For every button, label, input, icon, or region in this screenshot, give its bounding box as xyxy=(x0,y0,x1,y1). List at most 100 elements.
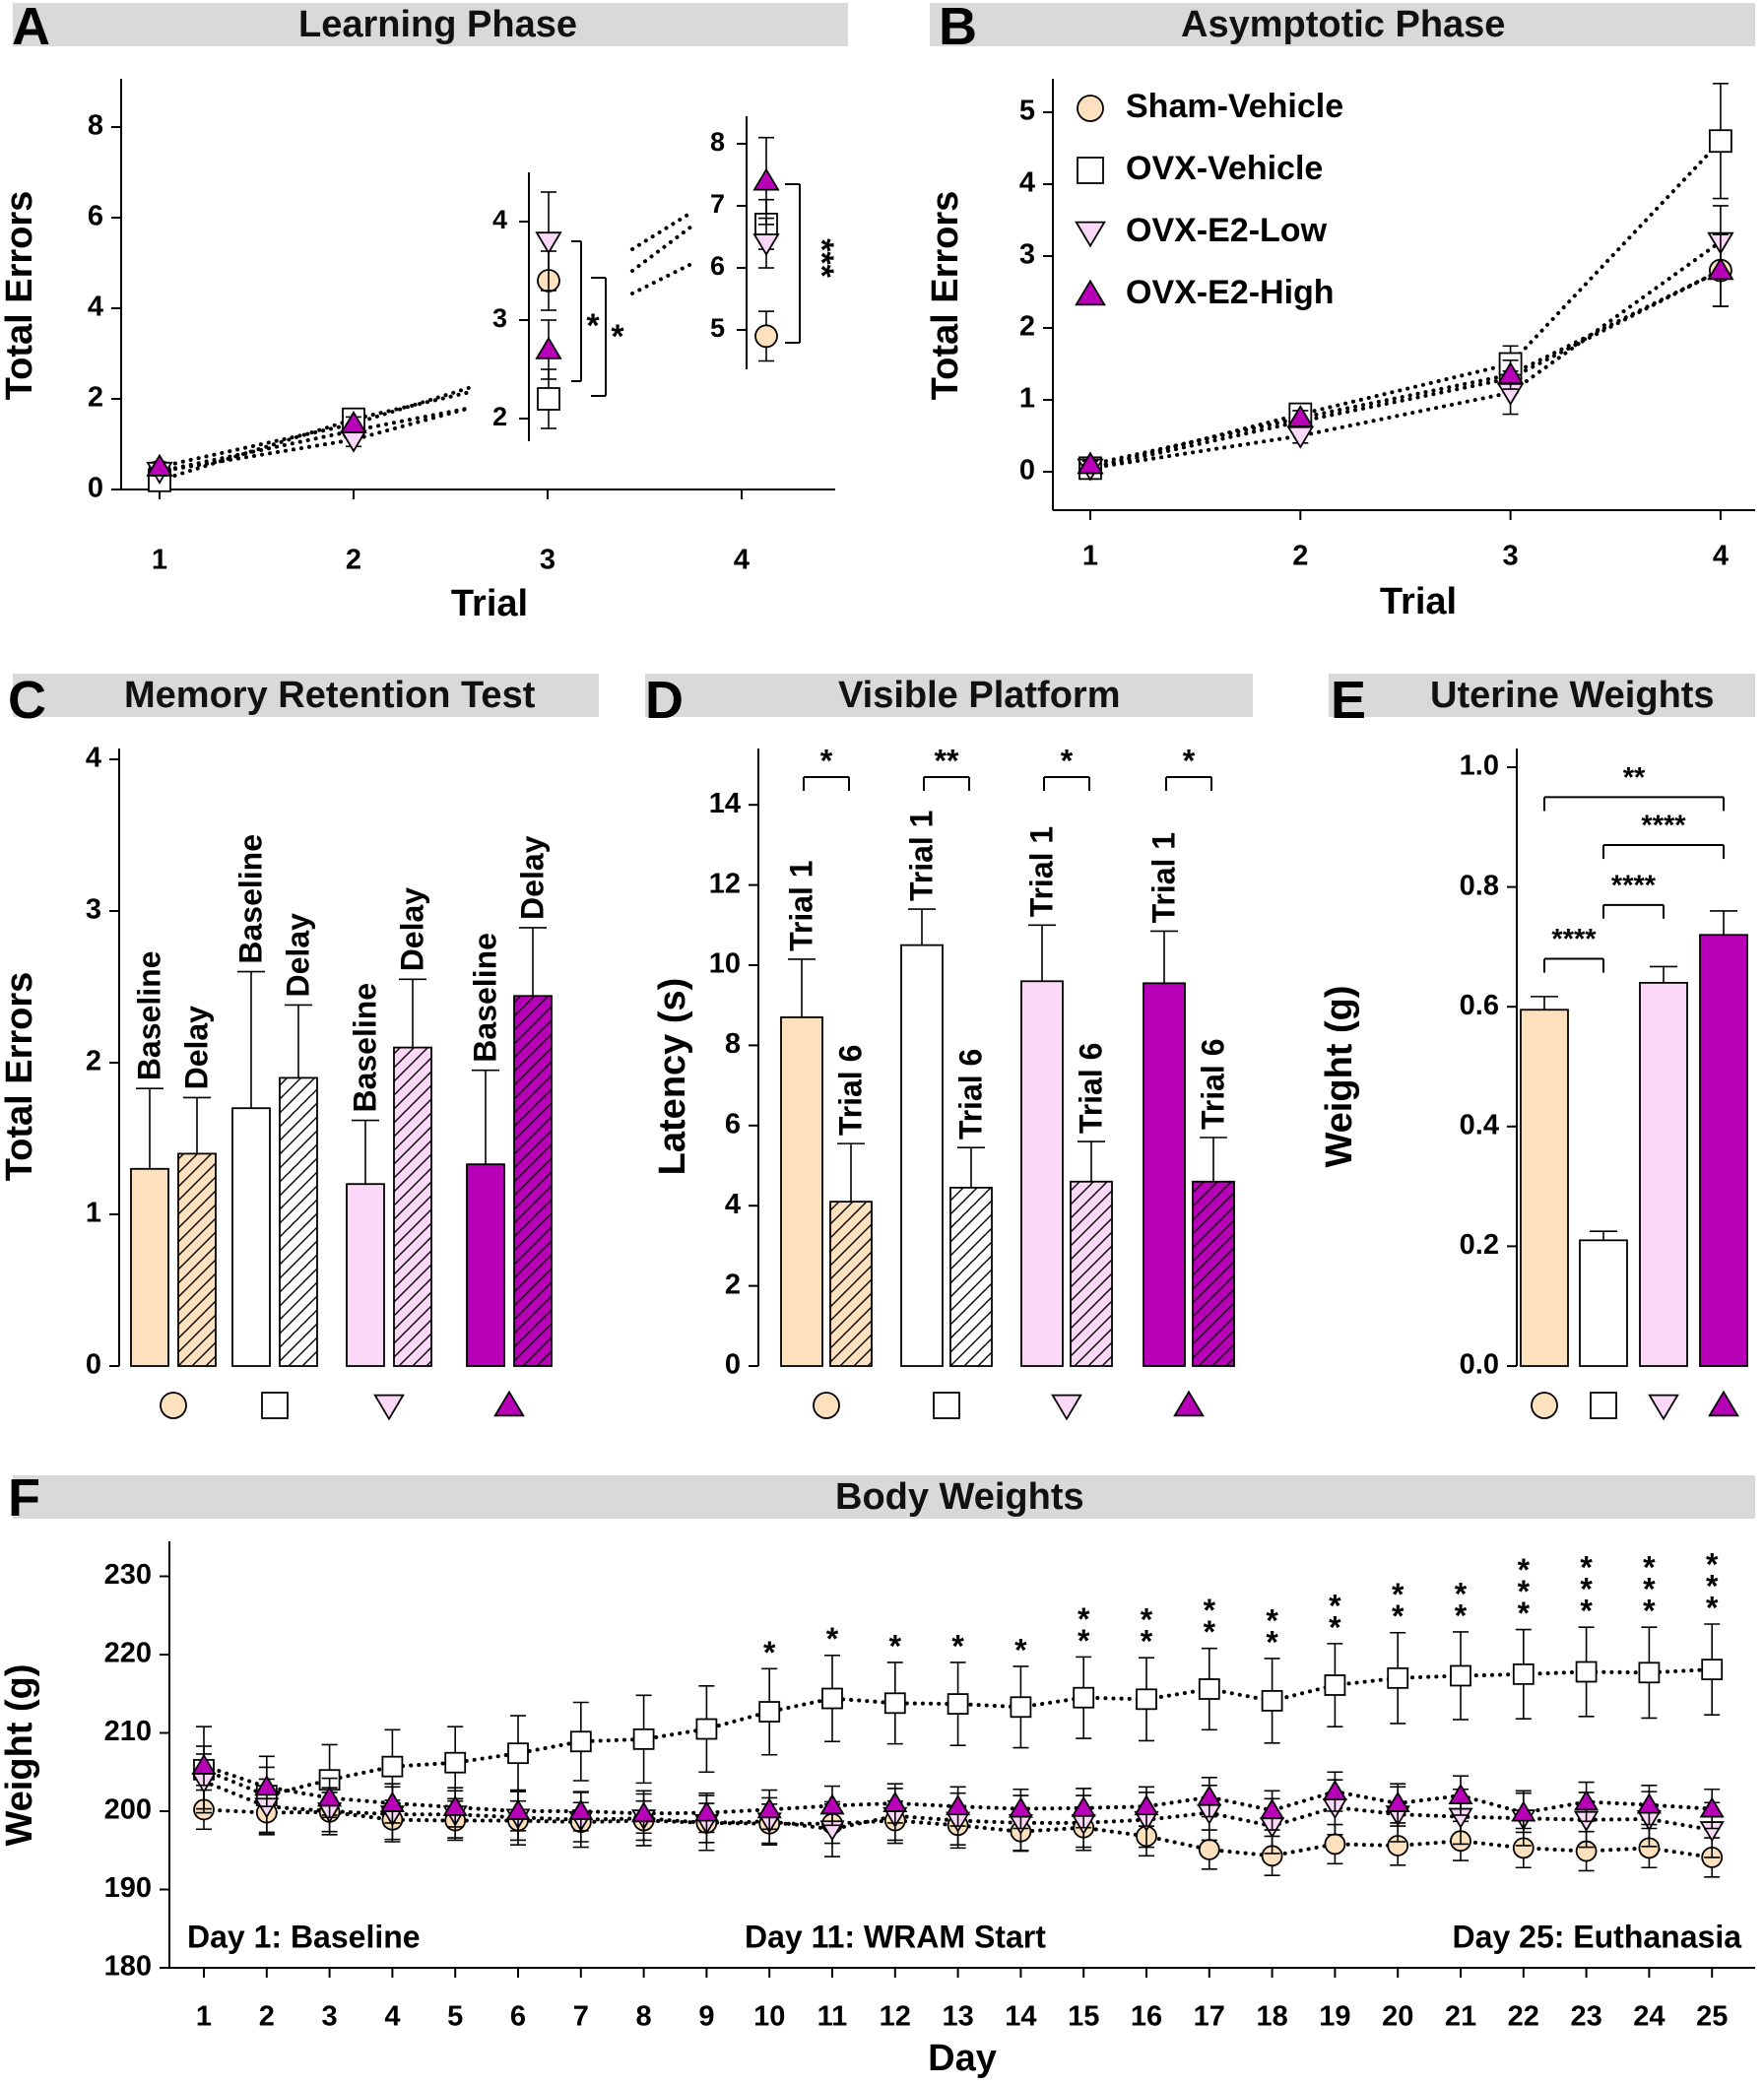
panel-a-letter: A xyxy=(12,0,50,56)
panel-f-point xyxy=(1198,1678,1220,1700)
panel-b-y-title: Total Errors xyxy=(925,191,966,401)
panel-d-bar xyxy=(1070,1180,1113,1367)
panel-f-annotation-wram: Day 11: WRAM Start xyxy=(745,1919,1046,1954)
panel-d-letter: D xyxy=(645,671,684,730)
panel-f-point xyxy=(507,1742,529,1765)
panel-f-sig-star: * xyxy=(889,1628,902,1663)
panel-d-bar xyxy=(900,944,944,1367)
panel-f-sig-star: * xyxy=(1141,1602,1153,1638)
panel-f-sig-star: * xyxy=(1518,1574,1531,1609)
panel-f-x-tick-label: 23 xyxy=(1570,2001,1601,2033)
panel-a-header: Learning Phase xyxy=(13,3,848,46)
panel-f-point xyxy=(1574,1790,1600,1811)
panel-d-bar xyxy=(780,1016,823,1367)
panel-d-bar-label: Trial 6 xyxy=(1195,1039,1230,1131)
panel-b-y-axis-tick-label: 1 xyxy=(1019,383,1035,415)
panel-a-x-tick-label: 4 xyxy=(734,545,750,576)
panel-a-series-line xyxy=(158,406,473,474)
panel-f-point xyxy=(882,1791,908,1812)
panel-a-y-axis-tick-label: 6 xyxy=(88,201,103,232)
panel-f-x-tick-label: 17 xyxy=(1194,2001,1225,2033)
panel-f-point xyxy=(1198,1839,1220,1860)
panel-f-point xyxy=(821,1687,843,1710)
panel-f-title: Body Weights xyxy=(835,1476,1084,1518)
panel-b-y-axis-tick-label: 4 xyxy=(1019,167,1035,199)
panel-f-point xyxy=(381,1755,404,1778)
panel-f-sig-star: * xyxy=(1266,1624,1278,1660)
panel-d-y-axis-tick-label: 12 xyxy=(709,868,741,899)
panel-d-y-axis-tick-label: 8 xyxy=(725,1028,741,1060)
panel-c-bar xyxy=(279,1076,318,1367)
panel-f-sig-star: * xyxy=(1204,1614,1216,1650)
panel-c-group-marker xyxy=(160,1392,187,1419)
panel-a-inset3-point xyxy=(535,231,562,255)
panel-b-y-axis-tick-label: 3 xyxy=(1019,239,1035,271)
panel-f-point xyxy=(1575,1661,1598,1683)
panel-e-group-marker xyxy=(1648,1394,1679,1421)
panel-f-sig-star: * xyxy=(1329,1609,1341,1645)
panel-c-bar xyxy=(346,1183,385,1367)
panel-f-point xyxy=(569,1730,592,1753)
panel-e-y-axis-tick-label: 0.8 xyxy=(1460,870,1499,901)
panel-c-bar xyxy=(177,1152,217,1367)
panel-f-sig-star: * xyxy=(1392,1577,1405,1612)
panel-a-y-axis-tick-label: 8 xyxy=(88,110,103,142)
panel-f-sig-star: * xyxy=(1518,1596,1531,1631)
panel-a-y-axis-tick-label: 4 xyxy=(88,292,103,323)
panel-f-x-tick-label: 11 xyxy=(817,2001,848,2033)
legend-label: OVX-Vehicle xyxy=(1126,150,1323,187)
panel-f-point xyxy=(505,1798,531,1820)
panel-a-inset4-tick-label: 6 xyxy=(710,251,725,281)
panel-e-title: Uterine Weights xyxy=(1430,675,1715,716)
panel-b-header: Asymptotic Phase xyxy=(930,3,1755,46)
panel-f-header: Body Weights xyxy=(13,1475,1755,1519)
panel-f-point xyxy=(1010,1696,1032,1719)
panel-f-x-tick-label: 22 xyxy=(1508,2001,1539,2033)
panel-d-bar-label: Trial 1 xyxy=(903,811,939,902)
panel-f-x-tick-label: 13 xyxy=(942,2001,973,2033)
panel-d-sig-label: * xyxy=(820,743,833,778)
panel-d-header: Visible Platform xyxy=(645,674,1253,717)
panel-f-sig-star: * xyxy=(1455,1597,1468,1633)
panel-b-x-tick-label: 2 xyxy=(1292,541,1308,572)
panel-f-sig-star: * xyxy=(951,1628,964,1663)
legend-label: OVX-E2-High xyxy=(1126,274,1335,311)
panel-b-point xyxy=(1496,361,1525,385)
panel-f-point xyxy=(758,1701,781,1723)
panel-c-bar-label: Delay xyxy=(280,913,315,998)
panel-b-y-axis-tick-label: 5 xyxy=(1019,96,1035,127)
panel-c-group-marker xyxy=(261,1392,289,1419)
panel-c-bar-label: Baseline xyxy=(131,951,166,1081)
panel-f-point xyxy=(1260,1797,1285,1820)
panel-f-point xyxy=(442,1794,468,1816)
panel-f-annotation-baseline: Day 1: Baseline xyxy=(187,1919,421,1954)
panel-f-y-axis-tick-label: 180 xyxy=(104,1951,152,1983)
panel-f-letter: F xyxy=(8,1468,40,1528)
panel-d-y-axis-tick-label: 10 xyxy=(709,948,741,980)
panel-f-sig-star: * xyxy=(1643,1594,1656,1629)
panel-c-header: Memory Retention Test xyxy=(13,674,599,717)
panel-a-inset3-point xyxy=(537,387,560,411)
panel-f-x-tick-label: 5 xyxy=(447,2001,463,2033)
panel-f-point xyxy=(1387,1666,1409,1689)
panel-f-point xyxy=(1448,1783,1473,1804)
panel-d-sig-label: ** xyxy=(935,743,959,778)
panel-f-x-tick-label: 2 xyxy=(259,2001,275,2033)
panel-f-x-tick-label: 8 xyxy=(636,2001,652,2033)
panel-f-x-tick-label: 18 xyxy=(1256,2001,1287,2033)
panel-a-point xyxy=(340,429,367,453)
panel-f-point xyxy=(1699,1796,1725,1818)
panel-e-letter: E xyxy=(1331,671,1367,730)
panel-f-point xyxy=(1385,1791,1410,1812)
panel-e-bar xyxy=(1699,934,1748,1367)
panel-b-x-tick-label: 3 xyxy=(1503,541,1519,572)
panel-b-title: Asymptotic Phase xyxy=(1181,4,1506,45)
panel-e-comparison-label: **** xyxy=(1641,811,1686,842)
panel-f-point xyxy=(1701,1659,1724,1681)
panel-a-point xyxy=(146,453,173,477)
legend-label: OVX-E2-Low xyxy=(1126,212,1328,249)
panel-f-sig-star: * xyxy=(1643,1572,1656,1607)
panel-c-y-title: Total Errors xyxy=(0,972,40,1182)
panel-f-sig-star: * xyxy=(1392,1598,1405,1634)
